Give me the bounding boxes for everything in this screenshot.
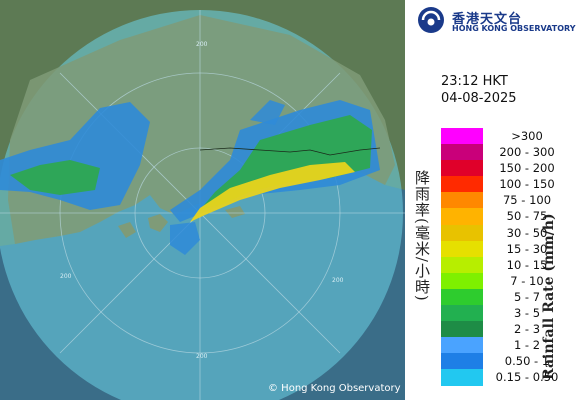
legend-label: 0.50 - 1 bbox=[504, 354, 550, 369]
legend-swatch bbox=[441, 192, 483, 209]
legend-swatch bbox=[441, 369, 483, 386]
legend-item: 100 - 150 bbox=[441, 176, 571, 193]
legend-item: 150 - 200 bbox=[441, 160, 571, 177]
island bbox=[118, 222, 136, 238]
hko-logo-icon bbox=[418, 7, 444, 33]
range-ring-label: 200 bbox=[196, 41, 208, 48]
legend-swatch bbox=[441, 144, 483, 161]
legend-swatch bbox=[441, 240, 483, 257]
observation-date: 04-08-2025 bbox=[441, 91, 517, 106]
legend-label: 7 - 10 bbox=[510, 273, 544, 288]
legend-label: 3 - 5 bbox=[513, 306, 541, 321]
legend-item: 30 - 50 bbox=[441, 224, 571, 241]
legend-label: 0.15 - 0.50 bbox=[495, 370, 559, 385]
legend-item: 75 - 100 bbox=[441, 192, 571, 209]
legend-label: >300 bbox=[511, 129, 543, 143]
org-name-zh: 香港天文台 bbox=[452, 12, 523, 27]
range-ring-label: 200 bbox=[332, 277, 344, 284]
legend-title-zh: 降雨率(毫米/小時) bbox=[413, 170, 431, 302]
legend-item: 0.15 - 0.50 bbox=[441, 369, 571, 386]
copyright-text: © Hong Kong Observatory bbox=[268, 383, 401, 394]
legend-label: 50 - 75 bbox=[506, 209, 548, 224]
legend-label: 100 - 150 bbox=[499, 177, 555, 192]
legend-item: 15 - 30 bbox=[441, 240, 571, 257]
legend-swatch bbox=[441, 128, 483, 145]
rainfall-legend: >300 200 - 300 150 - 200 100 - 150 75 - 100 5… bbox=[441, 128, 571, 386]
legend-label: 150 - 200 bbox=[499, 161, 555, 176]
legend-label: 15 - 30 bbox=[506, 241, 548, 256]
legend-swatch bbox=[441, 160, 483, 177]
legend-swatch bbox=[441, 224, 483, 241]
legend-swatch bbox=[441, 208, 483, 225]
rain-echoes bbox=[0, 100, 380, 255]
observation-time: 23:12 HKT bbox=[441, 74, 508, 89]
legend-swatch bbox=[441, 353, 483, 370]
radar-map: 200 200 200 200 bbox=[0, 0, 405, 400]
legend-swatch bbox=[441, 176, 483, 193]
legend-label: 5 - 7 bbox=[513, 289, 541, 304]
legend-swatch bbox=[441, 337, 483, 354]
org-name-en: HONG KONG OBSERVATORY bbox=[452, 24, 576, 33]
legend-item: 200 - 300 bbox=[441, 144, 571, 161]
boundary-line bbox=[199, 147, 381, 156]
range-ring-label: 200 bbox=[60, 273, 72, 280]
legend-swatch bbox=[441, 321, 483, 338]
legend-item: >300 bbox=[441, 128, 571, 145]
legend-panel: 香港天文台 HONG KONG OBSERVATORY 23:12 HKT 04… bbox=[405, 0, 577, 400]
legend-item: 2 - 3 bbox=[441, 321, 571, 338]
legend-swatch bbox=[441, 288, 483, 306]
legend-item: 10 - 15 bbox=[441, 256, 571, 273]
island bbox=[225, 206, 245, 218]
legend-label: 10 - 15 bbox=[506, 257, 548, 272]
island bbox=[148, 214, 168, 232]
range-ring-label: 200 bbox=[196, 353, 208, 360]
legend-item: 7 - 10 bbox=[441, 272, 571, 289]
legend-label: 200 - 300 bbox=[499, 145, 555, 160]
legend-label: 2 - 3 bbox=[513, 322, 541, 337]
rain-light bbox=[170, 222, 200, 255]
legend-swatch bbox=[441, 272, 483, 289]
legend-swatch bbox=[441, 305, 483, 322]
legend-item: 0.50 - 1 bbox=[441, 353, 571, 370]
legend-item: 1 - 2 bbox=[441, 337, 571, 354]
legend-label: 30 - 50 bbox=[506, 225, 548, 240]
rain-mid bbox=[10, 160, 100, 195]
legend-item: 50 - 75 bbox=[441, 208, 571, 225]
legend-item: 3 - 5 bbox=[441, 305, 571, 322]
rain-heavy bbox=[190, 162, 355, 222]
legend-label: 75 - 100 bbox=[502, 193, 552, 208]
legend-swatch bbox=[441, 256, 483, 273]
legend-label: 1 - 2 bbox=[513, 338, 541, 353]
rain-light bbox=[250, 100, 285, 125]
legend-item: 5 - 7 bbox=[441, 288, 571, 306]
